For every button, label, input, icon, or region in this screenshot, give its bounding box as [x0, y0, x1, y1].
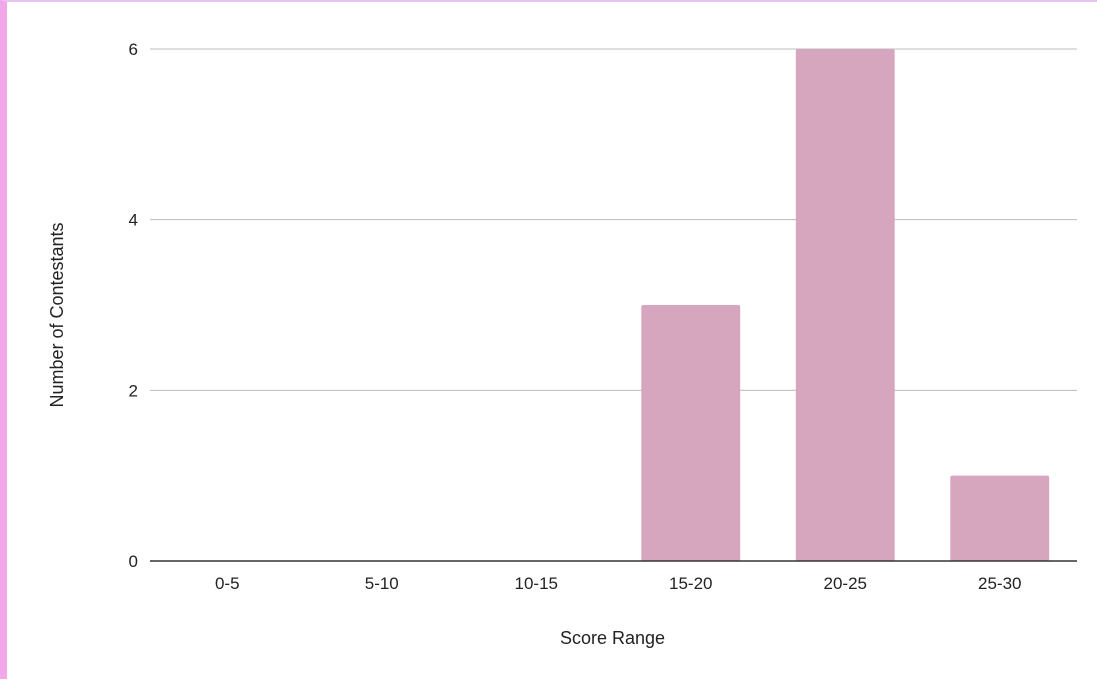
y-tick-label: 2 [129, 381, 138, 400]
x-tick-label: 5-10 [365, 574, 399, 593]
y-tick-label: 6 [129, 40, 138, 59]
y-tick-label: 4 [129, 211, 138, 230]
bar-25-30 [950, 475, 1050, 561]
x-tick-label: 20-25 [824, 574, 867, 593]
gridlines [150, 48, 1077, 391]
bars [641, 49, 1050, 561]
x-tick-label: 0-5 [215, 574, 240, 593]
bar-15-20 [641, 305, 741, 561]
x-tick-label: 10-15 [515, 574, 558, 593]
bar-20-25 [795, 49, 895, 561]
y-tick-labels: 0 2 4 6 [129, 40, 138, 571]
bar-chart: 0 2 4 6 0-5 5-10 10-15 15-20 20-25 25-30 Score R… [47, 40, 1077, 648]
x-tick-label: 25-30 [978, 574, 1021, 593]
y-tick-label: 0 [129, 552, 138, 571]
x-tick-labels: 0-5 5-10 10-15 15-20 20-25 25-30 [215, 574, 1022, 593]
x-tick-label: 15-20 [669, 574, 712, 593]
y-axis-title: Number of Contestants [47, 222, 67, 407]
x-axis-title: Score Range [560, 628, 665, 648]
